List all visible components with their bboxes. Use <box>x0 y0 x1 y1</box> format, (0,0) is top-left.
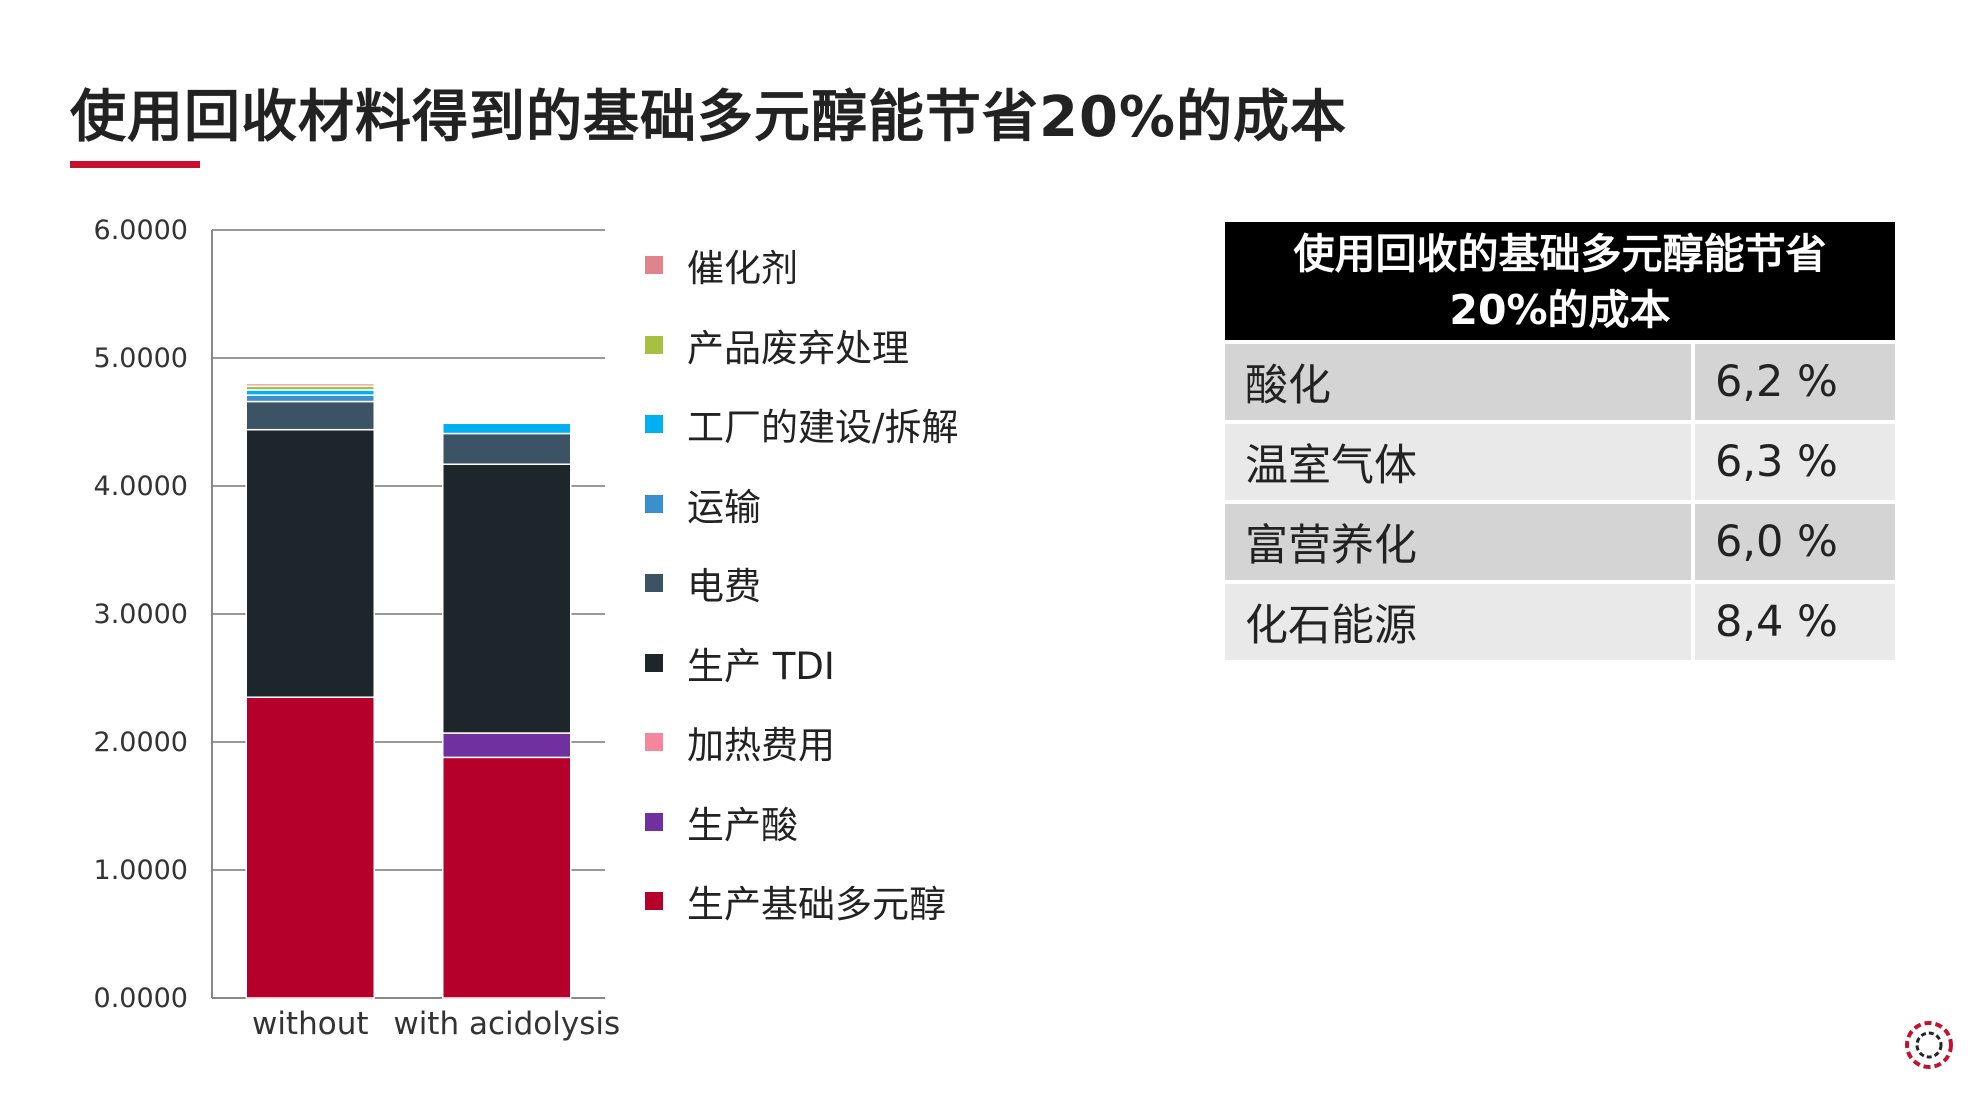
legend-swatch <box>645 892 663 910</box>
savings-table: 使用回收的基础多元醇能节省 20%的成本 酸化 6,2 % 温室气体 6,3 %… <box>1225 222 1895 660</box>
legend-label: 工厂的建设/拆解 <box>687 406 959 449</box>
table-row-value: 6,0 % <box>1695 504 1895 580</box>
bar-segment <box>245 428 375 698</box>
table-header-line1: 使用回收的基础多元醇能节省 <box>1293 230 1827 278</box>
table-row-value: 8,4 % <box>1695 584 1895 660</box>
y-tick-label: 5.0000 <box>94 343 188 374</box>
legend-item: 催化剂 <box>645 240 798 290</box>
title-underline <box>70 161 200 168</box>
legend-swatch <box>645 494 663 513</box>
legend-item: 生产 TDI <box>645 638 835 688</box>
bar-segment <box>245 696 375 999</box>
bar-segment <box>245 389 375 396</box>
legend-label: 生产 TDI <box>687 644 835 688</box>
bar-segment <box>442 422 572 435</box>
legend-swatch <box>645 256 663 274</box>
bar-segment <box>245 394 375 403</box>
bar-segment <box>442 732 572 759</box>
table-row-label: 化石能源 <box>1225 584 1691 660</box>
y-tick-label: 2.0000 <box>94 727 188 758</box>
legend-swatch <box>645 574 663 592</box>
table-row: 富营养化 6,0 % <box>1225 504 1895 580</box>
legend-label: 生产基础多元醇 <box>687 883 946 926</box>
legend-item: 产品废弃处理 <box>645 320 909 370</box>
table-row: 酸化 6,2 % <box>1225 344 1895 420</box>
legend-label: 运输 <box>687 485 761 529</box>
y-tick-label: 6.0000 <box>94 215 188 246</box>
legend-swatch <box>645 335 663 354</box>
legend-item: 电费 <box>645 558 761 608</box>
table-row-value: 6,3 % <box>1695 424 1895 500</box>
table-row-value: 6,2 % <box>1695 344 1895 420</box>
company-logo-icon <box>1905 1021 1953 1069</box>
legend-swatch <box>645 733 663 751</box>
bar-segment <box>245 400 375 431</box>
legend-item: 运输 <box>645 479 761 529</box>
legend-item: 生产基础多元醇 <box>645 876 946 926</box>
table-row-label: 酸化 <box>1225 344 1691 420</box>
legend-swatch <box>645 653 663 672</box>
table-header-line2: 20%的成本 <box>1449 286 1671 334</box>
y-tick-label: 3.0000 <box>94 599 188 630</box>
stacked-bar-chart: 0.0000 1.0000 2.0000 3.0000 4.0000 5.0000 6.00… <box>94 215 621 1042</box>
legend-label: 生产酸 <box>687 803 798 847</box>
bar-segment <box>442 463 572 734</box>
legend-label: 产品废弃处理 <box>687 326 909 370</box>
bar-segment <box>442 432 572 465</box>
legend-item: 加热费用 <box>645 717 835 767</box>
legend-swatch <box>645 812 663 831</box>
legend-item: 生产酸 <box>645 797 798 847</box>
table-row-label: 富营养化 <box>1225 504 1691 580</box>
x-tick-label: without <box>252 1006 369 1042</box>
bar-segment <box>245 382 375 387</box>
legend-label: 电费 <box>687 565 761 608</box>
legend-label: 催化剂 <box>687 247 798 290</box>
legend-swatch <box>645 415 663 433</box>
table-row: 化石能源 8,4 % <box>1225 584 1895 660</box>
legend-item: 工厂的建设/拆解 <box>645 399 958 449</box>
bar-segment <box>442 756 572 999</box>
table-row: 温室气体 6,3 % <box>1225 424 1895 500</box>
table-row-label: 温室气体 <box>1225 424 1691 500</box>
legend-label: 加热费用 <box>687 724 835 767</box>
y-tick-label: 0.0000 <box>94 983 188 1014</box>
table-header: 使用回收的基础多元醇能节省 20%的成本 <box>1225 222 1895 340</box>
y-tick-label: 4.0000 <box>94 471 188 502</box>
page-title: 使用回收材料得到的基础多元醇能节省20%的成本 <box>70 85 1348 150</box>
x-tick-label: with acidolysis <box>393 1006 620 1042</box>
y-tick-label: 1.0000 <box>94 855 188 886</box>
